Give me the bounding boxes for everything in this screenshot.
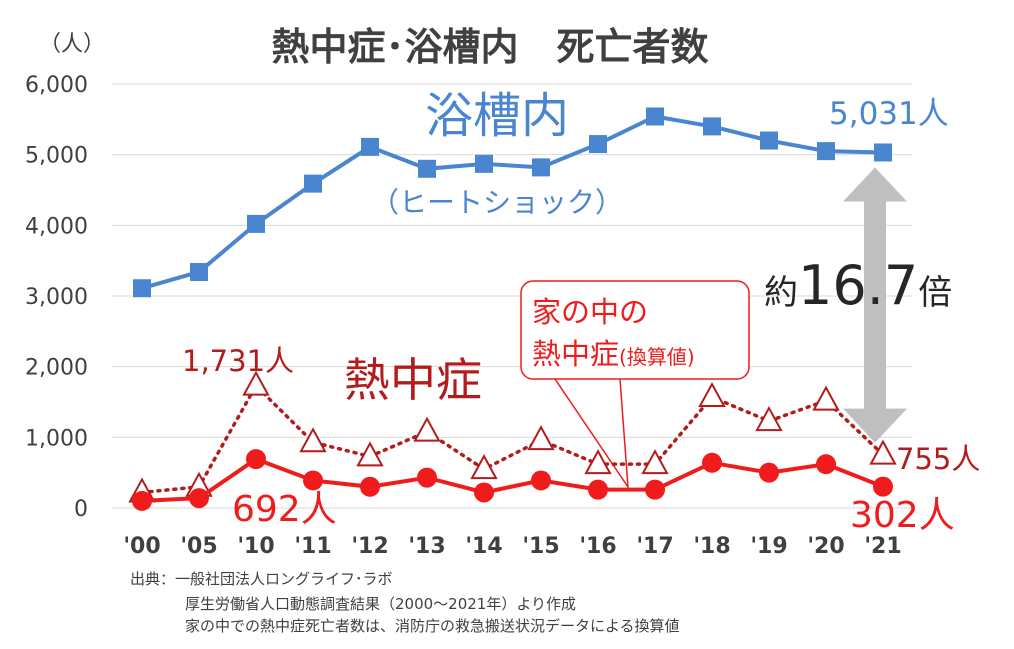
callout-line2-main: 熱中症 (532, 337, 619, 371)
y-tick-label: 0 (74, 497, 88, 522)
y-tick-label: 2,000 (25, 356, 88, 381)
y-axis-unit: （人） (39, 32, 105, 57)
data-point (755, 405, 783, 432)
x-tick-label: '14 (465, 534, 502, 559)
x-tick-label: '15 (522, 534, 559, 559)
data-point (589, 135, 607, 154)
data-point (702, 452, 722, 473)
ratio-value: 16.7 (798, 254, 918, 317)
heat-2010-label: 692人 (232, 489, 337, 530)
data-point (584, 449, 612, 475)
x-ticks: '00 '05 '10 '11 '12 '13 '14 '15 '16 '17 '18 '19 '20 '… (123, 534, 901, 559)
y-tick-label: 1,000 (25, 426, 88, 451)
series-1 (132, 449, 893, 511)
data-point (475, 154, 493, 173)
x-tick-label: '20 (807, 534, 844, 559)
x-tick-label: '13 (408, 534, 445, 559)
ratio-double-arrow (843, 167, 907, 443)
callout-line1: 家の中の (532, 295, 648, 329)
x-tick-label: '10 (237, 534, 274, 559)
data-point (299, 427, 327, 453)
data-point (703, 117, 721, 136)
x-tick-label: '17 (636, 534, 673, 559)
callout-pointer (554, 378, 629, 490)
data-point (645, 479, 665, 500)
data-point (413, 416, 441, 442)
data-point (817, 142, 835, 161)
data-point (247, 214, 265, 233)
data-point (812, 385, 840, 411)
data-point (873, 476, 893, 497)
data-point (816, 454, 836, 475)
data-point (418, 159, 436, 178)
data-point (470, 454, 498, 480)
y-tick-label: 5,000 (25, 144, 88, 169)
data-point (646, 107, 664, 126)
heat-series-label: 熱中症 (344, 353, 482, 407)
bath-series-label: 浴槽内 (425, 88, 569, 144)
series-0 (133, 107, 892, 298)
data-point (474, 482, 494, 503)
data-point (189, 488, 209, 509)
ratio-prefix: 約 (764, 273, 798, 313)
y-tick-label: 4,000 (25, 214, 88, 239)
data-point (760, 131, 778, 150)
heat-last-label: 302人 (850, 495, 955, 536)
x-tick-label: '18 (693, 534, 730, 559)
data-point (698, 381, 726, 408)
x-tick-label: '11 (294, 534, 331, 559)
data-point (531, 470, 551, 491)
data-point (874, 143, 892, 162)
data-point (190, 262, 208, 281)
chart-title: 熱中症･浴槽内 死亡者数 (271, 25, 708, 69)
y-ticks: 0 1,000 2,000 3,000 4,000 5,000 6,000 (25, 73, 88, 522)
data-point (356, 441, 384, 467)
data-point (588, 479, 608, 500)
bath-last-label: 5,031人 (829, 96, 949, 132)
data-point (132, 490, 152, 511)
y-tick-label: 3,000 (25, 285, 88, 310)
callout: 家の中の 熱中症(換算値) (520, 280, 750, 490)
data-point (527, 425, 555, 451)
data-point (417, 467, 437, 488)
callout-line2-small: (換算値) (619, 345, 695, 369)
series (128, 107, 897, 511)
callout-line2: 熱中症(換算値) (532, 337, 695, 371)
home-2010-label: 1,731人 (182, 344, 294, 378)
source-line-3: 家の中での熱中症死亡者数は、消防庁の救急搬送状況データによる換算値 (185, 617, 680, 635)
source-line-1: 出典：一般社団法人ロングライフ･ラボ (130, 570, 393, 588)
x-tick-label: '19 (750, 534, 787, 559)
data-point (246, 449, 266, 470)
x-tick-label: '05 (180, 534, 217, 559)
data-point (304, 174, 322, 193)
data-point (641, 449, 669, 475)
x-tick-label: '16 (579, 534, 616, 559)
bath-series-sublabel: （ヒートショック） (371, 186, 623, 219)
series-line (141, 114, 884, 291)
source-line-2: 厚生労働省人口動態調査結果（2000～2021年）より作成 (185, 595, 576, 613)
ratio-suffix: 倍 (918, 273, 952, 313)
data-point (759, 462, 779, 483)
y-tick-label: 6,000 (25, 73, 88, 98)
data-point (242, 370, 270, 396)
data-point (360, 476, 380, 497)
data-point (133, 279, 151, 298)
data-point (303, 470, 323, 491)
ratio-arrow (843, 167, 907, 443)
grid (112, 83, 912, 509)
data-point (532, 158, 550, 177)
x-tick-label: '21 (864, 534, 901, 559)
x-tick-label: '00 (123, 534, 160, 559)
data-point (361, 137, 379, 156)
ratio-label: 約16.7倍 (764, 254, 952, 317)
data-point (869, 439, 897, 465)
x-tick-label: '12 (351, 534, 388, 559)
callout-box (520, 280, 750, 380)
home-last-label: 755人 (896, 442, 980, 476)
